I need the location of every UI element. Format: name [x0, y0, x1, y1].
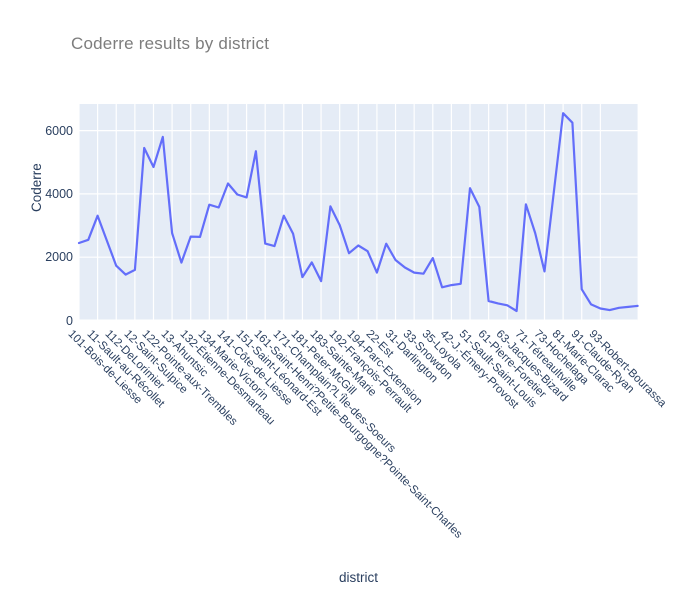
series-line-coderre[interactable] [77, 112, 639, 313]
y-tick-label: 6000 [45, 123, 73, 138]
chart-title: Coderre results by district [71, 34, 270, 53]
y-tick-label: 0 [66, 313, 73, 328]
x-axis-title: district [338, 570, 378, 585]
y-tick-label: 4000 [45, 186, 73, 201]
y-tick-label: 2000 [45, 250, 73, 265]
y-axis-title: Coderre [29, 163, 44, 212]
